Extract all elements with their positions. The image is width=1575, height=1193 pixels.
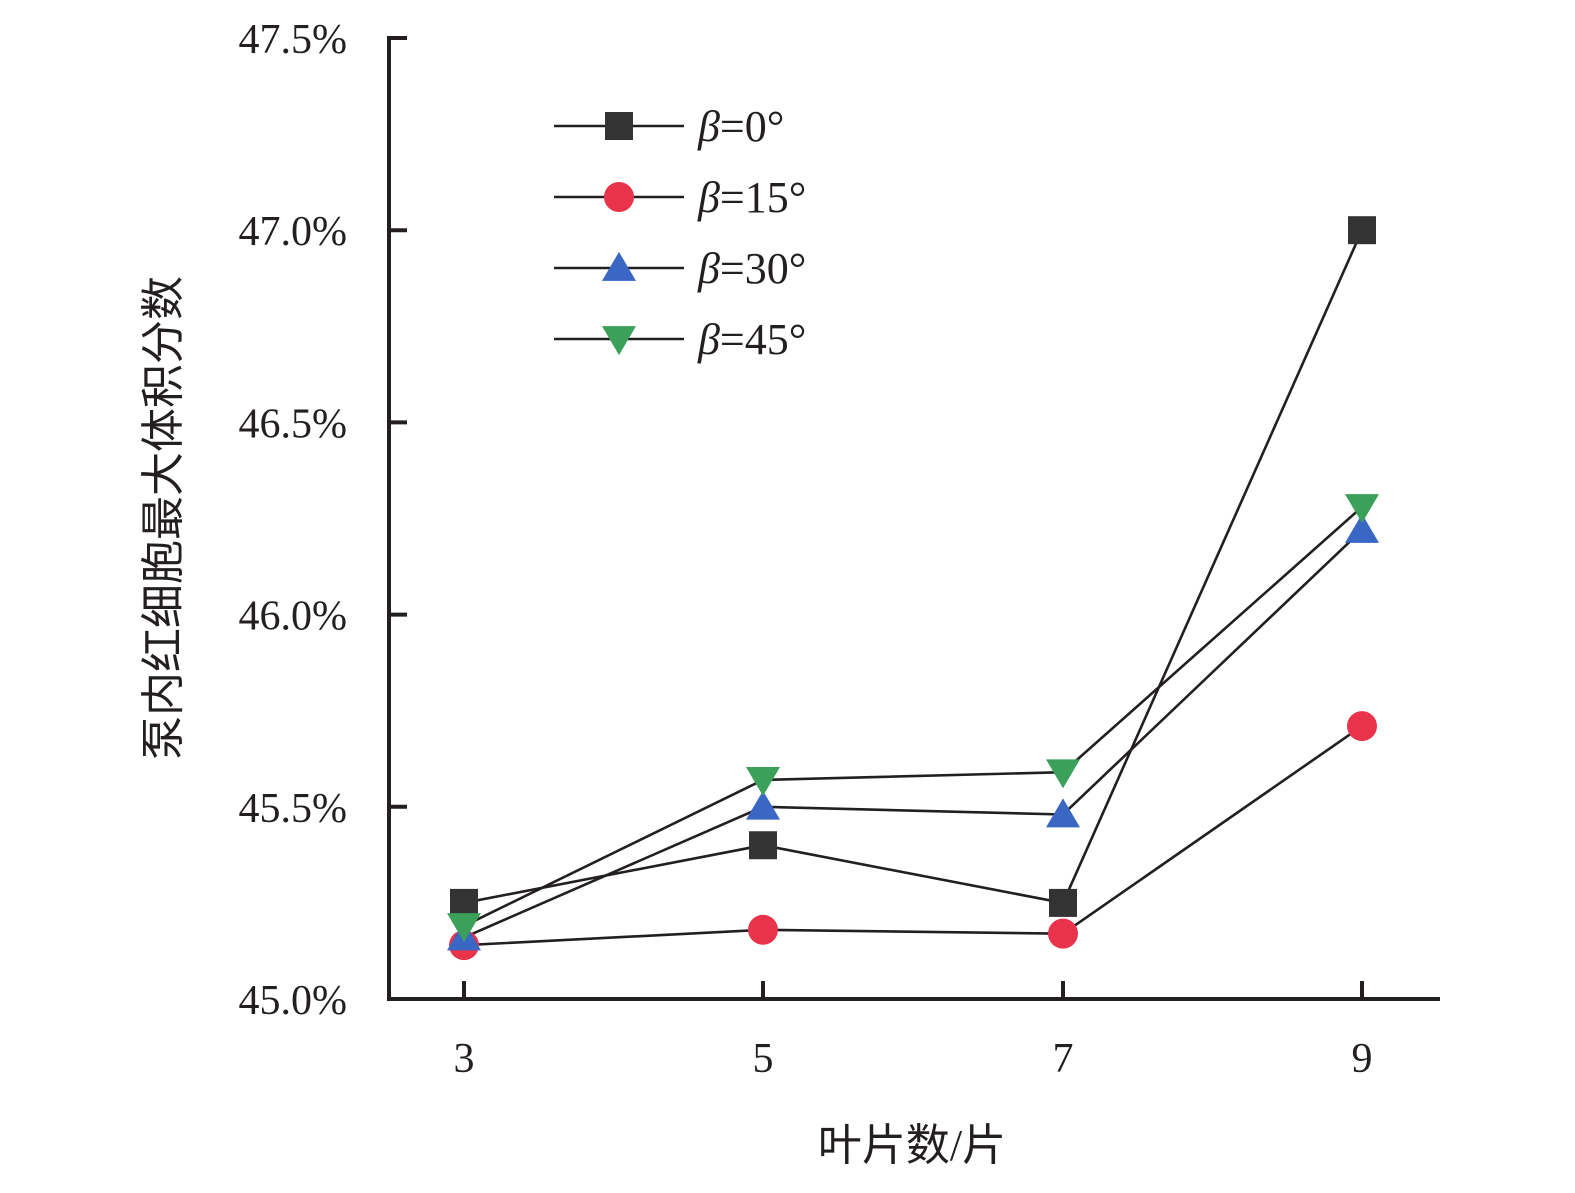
series-lines: [463, 229, 1364, 947]
x-tick-label: 7: [1053, 1036, 1074, 1082]
legend-item-3: β=45°: [554, 315, 806, 364]
legend-value: =45°: [720, 315, 806, 364]
x-axis-ticks: 3 5 7 9: [454, 981, 1373, 1082]
series-line-0: [463, 229, 1364, 905]
legend-label: β=0°: [697, 102, 784, 151]
x-tick-label: 9: [1352, 1036, 1373, 1082]
series-markers: [447, 216, 1379, 961]
x-tick-label: 3: [454, 1036, 475, 1082]
data-point-series-2: [746, 790, 780, 820]
data-point-series-0: [450, 888, 478, 917]
legend-item-2: β=30°: [554, 244, 806, 293]
y-tick-label: 45.5%: [239, 786, 348, 832]
data-point-series-0: [749, 831, 777, 860]
legend-symbol: β: [697, 173, 720, 222]
x-tick-label: 5: [753, 1036, 774, 1082]
legend-marker: [602, 326, 636, 356]
y-tick-label: 46.0%: [239, 594, 348, 640]
y-tick-label: 46.5%: [239, 401, 348, 447]
legend: β=0°β=15°β=30°β=45°: [554, 102, 806, 364]
y-tick-label: 47.5%: [239, 17, 348, 63]
data-point-series-3: [1046, 759, 1080, 789]
series-line-1: [463, 725, 1363, 947]
legend-value: =15°: [720, 173, 806, 222]
legend-label: β=30°: [697, 244, 806, 293]
legend-item-0: β=0°: [554, 102, 784, 151]
data-point-series-0: [1348, 216, 1376, 245]
x-axis-title: 叶片数/片: [818, 1121, 1006, 1170]
legend-marker: [602, 251, 636, 281]
data-point-series-1: [1048, 918, 1078, 949]
data-point-series-1: [748, 914, 778, 945]
y-tick-label: 45.0%: [239, 978, 348, 1024]
series-line-3: [463, 505, 1363, 928]
legend-value: =0°: [720, 102, 784, 151]
data-point-series-0: [1049, 888, 1077, 917]
legend-marker: [605, 112, 633, 140]
data-point-series-3: [447, 913, 481, 943]
legend-label: β=15°: [697, 173, 806, 222]
y-axis-ticks: 45.0% 45.5% 46.0% 46.5% 47.0% 47.5%: [239, 17, 407, 1024]
data-point-series-3: [1345, 494, 1379, 524]
legend-symbol: β: [697, 102, 720, 151]
legend-label: β=45°: [697, 315, 806, 364]
legend-value: =30°: [720, 244, 806, 293]
data-point-series-3: [746, 767, 780, 796]
series-line-2: [463, 529, 1363, 939]
legend-symbol: β: [697, 315, 720, 364]
legend-item-1: β=15°: [554, 173, 806, 222]
data-point-series-2: [1345, 513, 1379, 543]
y-tick-label: 47.0%: [239, 209, 348, 255]
legend-symbol: β: [697, 244, 720, 293]
axes: [387, 36, 1440, 1001]
y-axis-title: 泵内红细胞最大体积分数: [139, 276, 188, 760]
data-point-series-2: [1046, 798, 1080, 828]
legend-marker: [604, 182, 634, 212]
data-point-series-1: [1347, 711, 1377, 742]
